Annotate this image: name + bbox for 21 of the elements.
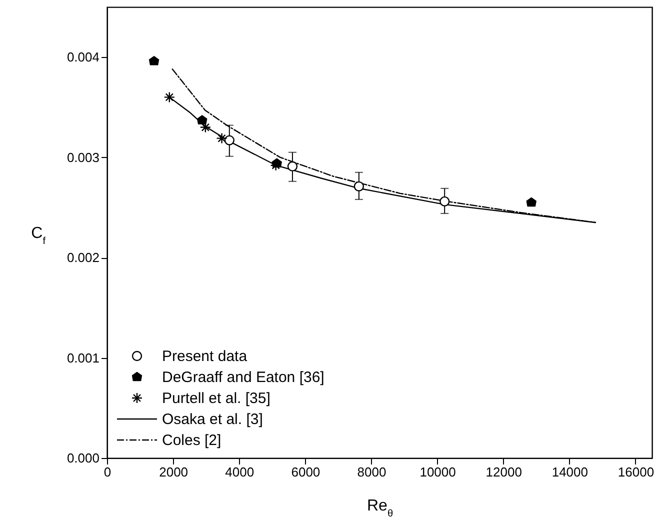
y-tick-label: 0.000 <box>66 450 100 466</box>
x-tick-label: 2000 <box>159 464 188 480</box>
legend-label: DeGraaff and Eaton [36] <box>162 369 324 386</box>
y-tick-label: 0.002 <box>66 250 100 266</box>
x-tick-label: 8000 <box>357 464 386 480</box>
x-tick-label: 0 <box>104 464 112 480</box>
legend-label: Present data <box>162 348 248 365</box>
legend-label: Osaka et al. [3] <box>162 411 263 428</box>
y-tick-label: 0.001 <box>66 350 100 366</box>
y-tick-label: 0.004 <box>66 50 100 65</box>
x-tick-label: 6000 <box>291 464 320 480</box>
x-axis-title: Re$_{θ}$ <box>366 498 394 519</box>
x-tick-label: 16000 <box>618 464 654 480</box>
y-tick-label: 0.003 <box>66 150 100 165</box>
legend-label: Coles [2] <box>162 432 222 449</box>
x-tick-label: 4000 <box>225 464 254 480</box>
y-axis-title: C$_{f}$ <box>31 225 46 246</box>
legend-label: Purtell et al. [35] <box>162 390 270 407</box>
x-tick-label: 14000 <box>552 464 588 480</box>
x-tick-label: 12000 <box>486 464 522 480</box>
x-tick-label: 10000 <box>420 464 456 480</box>
